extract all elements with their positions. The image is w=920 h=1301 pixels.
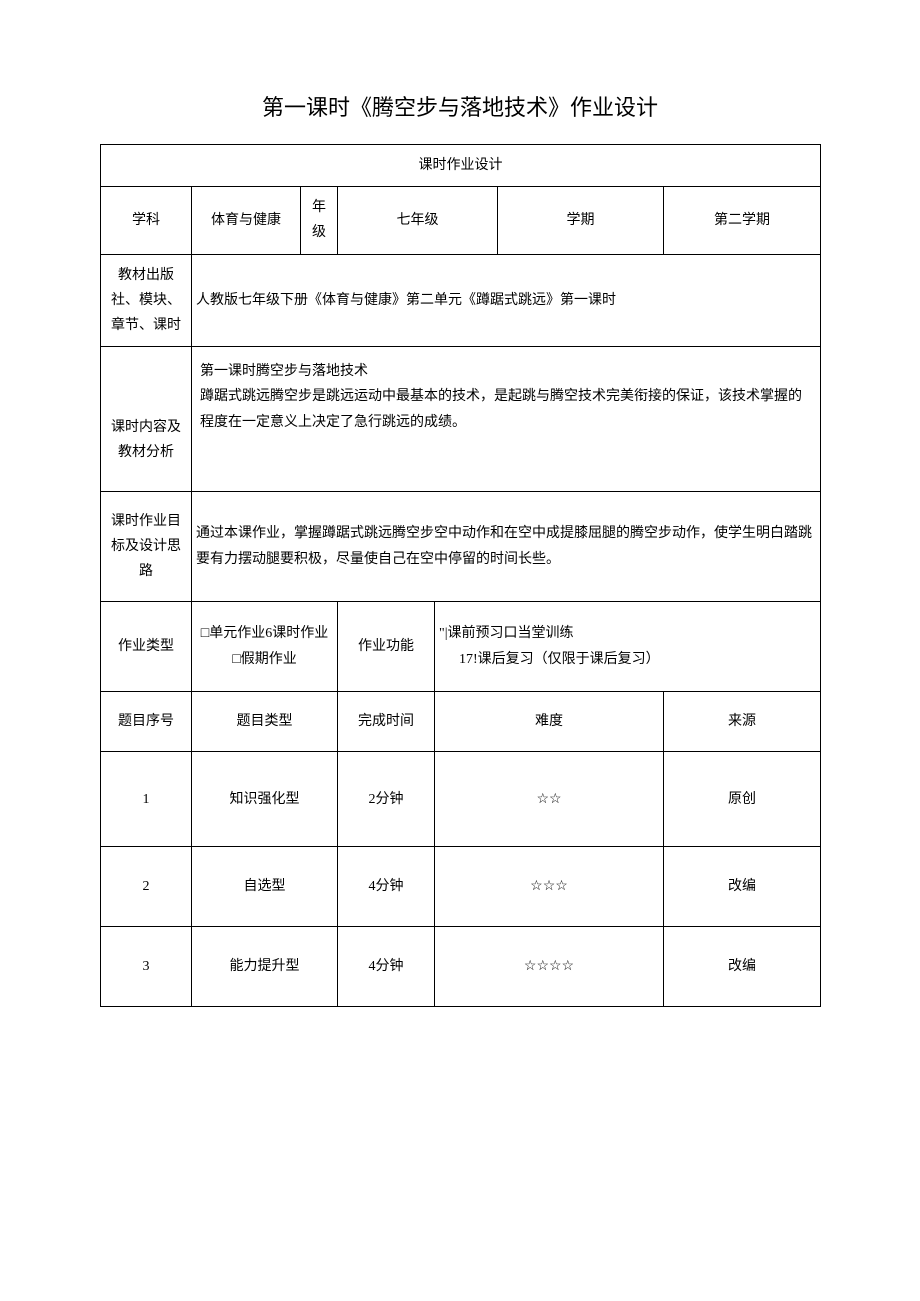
row3-source: 改编 bbox=[664, 927, 821, 1007]
type-label: 作业类型 bbox=[101, 602, 192, 692]
row2-diff: ☆☆☆ bbox=[435, 847, 664, 927]
col-no: 题目序号 bbox=[101, 692, 192, 752]
row2-type: 自选型 bbox=[192, 847, 338, 927]
type-value: □单元作业6课时作业 □假期作业 bbox=[192, 602, 338, 692]
row1-type: 知识强化型 bbox=[192, 752, 338, 847]
col-time: 完成时间 bbox=[338, 692, 435, 752]
textbook-value: 人教版七年级下册《体育与健康》第二单元《蹲踞式跳远》第一课时 bbox=[192, 254, 821, 347]
row2-time: 4分钟 bbox=[338, 847, 435, 927]
col-source: 来源 bbox=[664, 692, 821, 752]
type-value-line2: □假期作业 bbox=[198, 647, 331, 672]
page-title: 第一课时《腾空步与落地技术》作业设计 bbox=[100, 90, 820, 122]
func-label: 作业功能 bbox=[338, 602, 435, 692]
row1-source: 原创 bbox=[664, 752, 821, 847]
type-value-line1: □单元作业6课时作业 bbox=[198, 621, 331, 646]
subject-value: 体育与健康 bbox=[192, 187, 301, 254]
row1-diff: ☆☆ bbox=[435, 752, 664, 847]
row2-no: 2 bbox=[101, 847, 192, 927]
row1-no: 1 bbox=[101, 752, 192, 847]
row3-no: 3 bbox=[101, 927, 192, 1007]
row2-source: 改编 bbox=[664, 847, 821, 927]
semester-value: 第二学期 bbox=[664, 187, 821, 254]
textbook-label: 教材出版社、模块、章节、课时 bbox=[101, 254, 192, 347]
func-value: "|课前预习口当堂训练 17!课后复习（仅限于课后复习） bbox=[435, 602, 821, 692]
row3-diff: ☆☆☆☆ bbox=[435, 927, 664, 1007]
semester-label: 学期 bbox=[498, 187, 664, 254]
row3-time: 4分钟 bbox=[338, 927, 435, 1007]
goal-value: 通过本课作业，掌握蹲踞式跳远腾空步空中动作和在空中成提膝屈腿的腾空步动作，使学生… bbox=[192, 492, 821, 602]
content-value: 第一课时腾空步与落地技术 蹲踞式跳远腾空步是跳远运动中最基本的技术，是起跳与腾空… bbox=[192, 347, 821, 492]
table-header: 课时作业设计 bbox=[101, 145, 821, 187]
content-label: 课时内容及教材分析 bbox=[101, 347, 192, 492]
col-type: 题目类型 bbox=[192, 692, 338, 752]
row1-time: 2分钟 bbox=[338, 752, 435, 847]
grade-value: 七年级 bbox=[338, 187, 498, 254]
col-diff: 难度 bbox=[435, 692, 664, 752]
func-line2: 17!课后复习（仅限于课后复习） bbox=[439, 647, 816, 672]
row3-type: 能力提升型 bbox=[192, 927, 338, 1007]
func-line1: "|课前预习口当堂训练 bbox=[439, 621, 816, 646]
content-line1: 第一课时腾空步与落地技术 bbox=[200, 359, 812, 384]
content-line2: 蹲踞式跳远腾空步是跳远运动中最基本的技术，是起跳与腾空技术完美衔接的保证，该技术… bbox=[200, 384, 812, 434]
assignment-table: 课时作业设计 学科 体育与健康 年级 七年级 学期 第二学期 教材出版社、模块、… bbox=[100, 144, 821, 1007]
goal-label: 课时作业目标及设计思路 bbox=[101, 492, 192, 602]
subject-label: 学科 bbox=[101, 187, 192, 254]
grade-label: 年级 bbox=[301, 187, 338, 254]
